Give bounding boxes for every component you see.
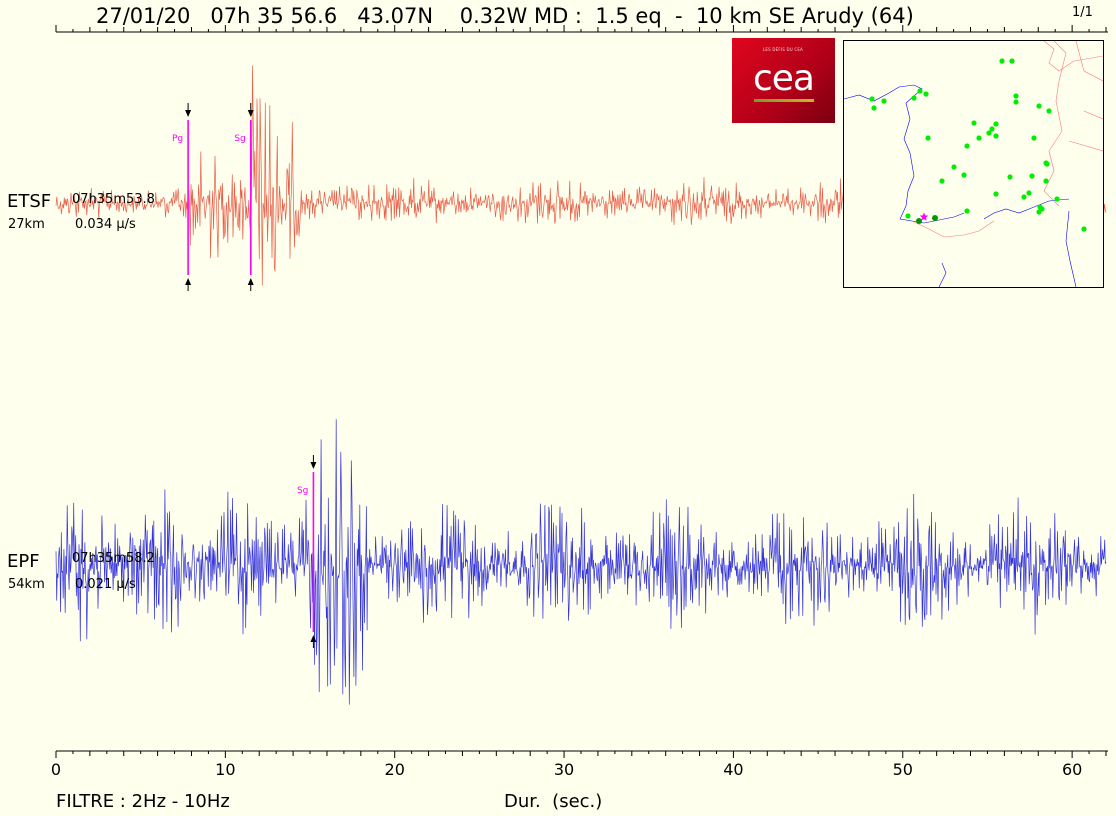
station-dot xyxy=(932,215,938,221)
station-dot xyxy=(916,218,922,224)
station-dot xyxy=(923,91,929,97)
arrow-down-icon xyxy=(247,110,254,117)
phase-picks: Pg Sg Sg xyxy=(172,103,317,648)
border xyxy=(1043,41,1067,207)
trace-amplitude: 0.034 µ/s xyxy=(75,217,136,232)
station-dot xyxy=(993,121,999,127)
station-dot xyxy=(1036,103,1042,109)
x-tick-label: 40 xyxy=(723,760,743,779)
phase-pick-label: Pg xyxy=(172,134,183,144)
station-dot xyxy=(1036,209,1042,215)
filter-label: FILTRE : 2Hz - 10Hz xyxy=(56,791,230,812)
station-distance: 54km xyxy=(8,577,45,592)
trace-amplitude: 0.021 µ/s xyxy=(75,577,136,592)
station-dot xyxy=(1009,58,1015,64)
station-dot xyxy=(925,135,931,141)
station-dot xyxy=(871,105,877,111)
x-axis-label: Dur. (sec.) xyxy=(504,791,603,812)
arrow-down-icon xyxy=(185,110,192,117)
waveform-epf xyxy=(55,419,1107,705)
station-dot xyxy=(939,178,945,184)
station-dot xyxy=(1043,178,1049,184)
station-dot xyxy=(964,208,970,214)
border xyxy=(1043,41,1103,72)
station-dot xyxy=(999,58,1005,64)
station-distance: 27km xyxy=(8,217,45,232)
arrow-up-icon xyxy=(310,635,317,642)
station-dot xyxy=(961,172,967,178)
station-dot xyxy=(989,126,995,132)
station-dot xyxy=(1031,135,1037,141)
arrow-down-icon xyxy=(310,462,317,469)
station-dot xyxy=(1007,174,1013,180)
trace-start-time: 07h35m53.8 xyxy=(72,192,155,207)
station-name: ETSF xyxy=(7,191,52,212)
coastline xyxy=(983,198,1070,220)
station-map xyxy=(843,40,1104,288)
station-dot xyxy=(1054,196,1060,202)
x-tick-label: 20 xyxy=(385,760,405,779)
x-tick-label: 50 xyxy=(893,760,913,779)
station-dot xyxy=(869,96,875,102)
station-dot xyxy=(993,133,999,139)
station-dot xyxy=(1013,99,1019,105)
border xyxy=(1068,41,1103,152)
phase-pick-label: Sg xyxy=(234,134,245,144)
station-dot xyxy=(911,95,917,101)
x-tick-label: 60 xyxy=(1062,760,1082,779)
trace-start-time: 07h35m58.2 xyxy=(72,551,155,566)
coastline xyxy=(938,210,1077,287)
station-name: EPF xyxy=(7,551,40,572)
x-tick-label: 10 xyxy=(215,760,235,779)
page-number: 1/1 xyxy=(1072,5,1093,20)
station-dot xyxy=(971,120,977,126)
border xyxy=(911,220,995,238)
station-dot xyxy=(993,191,999,197)
station-dot xyxy=(1029,173,1035,179)
arrow-up-icon xyxy=(185,278,192,285)
station-dot xyxy=(1013,93,1019,99)
event-header: 27/01/20 07h 35 56.6 43.07N 0.32W MD : 1… xyxy=(96,4,914,28)
coastline xyxy=(844,84,965,224)
station-dot xyxy=(917,88,923,94)
phase-pick-label: Sg xyxy=(297,486,308,496)
cea-logo: LES DÉFIS DU CEA cea xyxy=(732,38,835,123)
x-tick-label: 30 xyxy=(554,760,574,779)
station-dot xyxy=(964,143,970,149)
station-dot xyxy=(1021,194,1027,200)
station-dot xyxy=(1026,190,1032,196)
station-dot xyxy=(1044,161,1050,167)
bottom-time-axis: 0 10 20 30 40 50 60 xyxy=(51,750,1108,779)
station-dot xyxy=(976,135,982,141)
station-dot xyxy=(1046,108,1052,114)
epicenter-star-icon xyxy=(919,212,929,221)
x-tick-label: 0 xyxy=(51,760,61,779)
arrow-up-icon xyxy=(247,278,254,285)
station-dot xyxy=(951,164,957,170)
station-dot xyxy=(881,98,887,104)
station-dot xyxy=(1081,226,1087,232)
top-time-axis xyxy=(55,25,1108,33)
station-dot xyxy=(905,213,911,219)
station-dot xyxy=(986,130,992,136)
